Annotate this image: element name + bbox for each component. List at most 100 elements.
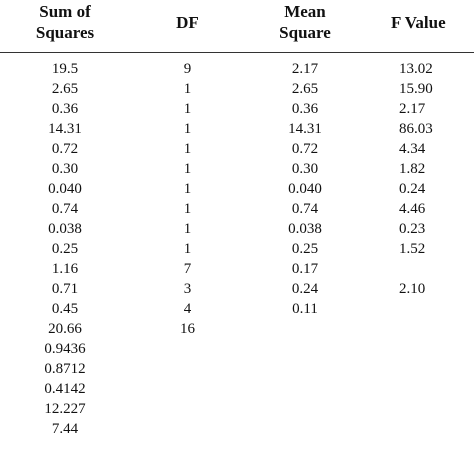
table-row: 0.9436 bbox=[0, 339, 474, 359]
cell-mean-square: 0.040 bbox=[288, 181, 322, 197]
table-row: 1.16 7 0.17 bbox=[0, 259, 474, 279]
cell-sum-of-squares: 20.66 bbox=[48, 321, 82, 337]
cell-df: 4 bbox=[183, 301, 192, 317]
header-mean-square-line2: Square bbox=[279, 23, 331, 42]
cell-df: 1 bbox=[183, 101, 192, 117]
cell-df bbox=[130, 339, 245, 359]
cell-f-value bbox=[365, 399, 474, 419]
cell-df bbox=[130, 419, 245, 439]
cell-sum-of-squares: 0.74 bbox=[51, 201, 79, 217]
cell-mean-square bbox=[245, 319, 365, 339]
cell-sum-of-squares: 14.31 bbox=[48, 121, 82, 137]
cell-sum-of-squares: 0.9436 bbox=[44, 341, 86, 357]
anova-table: Sum of Squares DF Mean Square F Value 19… bbox=[0, 0, 474, 439]
cell-f-value bbox=[365, 339, 474, 359]
cell-f-value: 2.17 bbox=[399, 101, 426, 117]
cell-mean-square: 0.30 bbox=[291, 161, 319, 177]
cell-mean-square bbox=[245, 379, 365, 399]
cell-df: 1 bbox=[183, 121, 192, 137]
header-mean-square: Mean Square bbox=[245, 0, 365, 44]
cell-sum-of-squares: 0.45 bbox=[51, 301, 79, 317]
table-row: 0.8712 bbox=[0, 359, 474, 379]
cell-sum-of-squares: 12.227 bbox=[44, 401, 86, 417]
cell-sum-of-squares: 0.72 bbox=[51, 141, 79, 157]
cell-f-value: 2.10 bbox=[399, 281, 426, 297]
cell-df bbox=[130, 399, 245, 419]
table-header: Sum of Squares DF Mean Square F Value bbox=[0, 0, 474, 53]
table-row: 0.74 1 0.74 4.46 bbox=[0, 199, 474, 219]
header-sum-of-squares-line1: Sum of bbox=[39, 2, 91, 21]
cell-df: 1 bbox=[183, 141, 192, 157]
cell-mean-square: 0.72 bbox=[291, 141, 319, 157]
table-row: 0.25 1 0.25 1.52 bbox=[0, 239, 474, 259]
cell-df: 3 bbox=[183, 281, 192, 297]
cell-mean-square: 0.25 bbox=[291, 241, 319, 257]
cell-mean-square: 0.11 bbox=[292, 301, 318, 317]
table-row: 0.45 4 0.11 bbox=[0, 299, 474, 319]
cell-sum-of-squares: 0.4142 bbox=[44, 381, 86, 397]
cell-df: 1 bbox=[183, 161, 192, 177]
cell-df bbox=[130, 379, 245, 399]
cell-df bbox=[130, 359, 245, 379]
cell-df: 1 bbox=[183, 241, 192, 257]
cell-mean-square: 14.31 bbox=[288, 121, 322, 137]
table-row: 0.71 3 0.24 2.10 bbox=[0, 279, 474, 299]
header-rule bbox=[0, 44, 474, 53]
cell-f-value bbox=[365, 379, 474, 399]
header-sum-of-squares-line2: Squares bbox=[35, 23, 95, 42]
cell-f-value: 4.46 bbox=[399, 201, 426, 217]
cell-sum-of-squares: 19.5 bbox=[51, 61, 79, 77]
cell-f-value: 4.34 bbox=[399, 141, 426, 157]
table-row: 12.227 bbox=[0, 399, 474, 419]
cell-df: 1 bbox=[183, 181, 192, 197]
table-row: 20.66 16 bbox=[0, 319, 474, 339]
cell-sum-of-squares: 7.44 bbox=[51, 421, 79, 437]
cell-mean-square: 0.36 bbox=[291, 101, 319, 117]
cell-f-value bbox=[365, 319, 474, 339]
header-df: DF bbox=[130, 0, 245, 44]
table-row: 7.44 bbox=[0, 419, 474, 439]
cell-mean-square: 0.74 bbox=[291, 201, 319, 217]
header-divider bbox=[0, 44, 474, 53]
cell-mean-square: 2.17 bbox=[291, 61, 319, 77]
cell-f-value bbox=[365, 359, 474, 379]
cell-mean-square bbox=[245, 339, 365, 359]
header-mean-square-line1: Mean bbox=[284, 2, 326, 21]
table-row: 0.4142 bbox=[0, 379, 474, 399]
cell-mean-square: 0.17 bbox=[291, 261, 319, 277]
cell-df: 7 bbox=[183, 261, 192, 277]
cell-sum-of-squares: 0.8712 bbox=[44, 361, 86, 377]
cell-df: 9 bbox=[183, 61, 192, 77]
header-f-value-label: F Value bbox=[391, 12, 446, 32]
cell-mean-square: 0.038 bbox=[288, 221, 322, 237]
cell-f-value: 1.82 bbox=[399, 161, 426, 177]
cell-mean-square bbox=[245, 419, 365, 439]
cell-f-value: 86.03 bbox=[399, 121, 433, 137]
cell-sum-of-squares: 0.040 bbox=[48, 181, 82, 197]
cell-f-value: 0.23 bbox=[399, 221, 426, 237]
cell-mean-square bbox=[245, 359, 365, 379]
cell-f-value: 0.24 bbox=[399, 181, 426, 197]
cell-mean-square: 0.24 bbox=[291, 281, 319, 297]
cell-f-value bbox=[365, 259, 474, 279]
table-row: 14.31 1 14.31 86.03 bbox=[0, 119, 474, 139]
table-row: 2.65 1 2.65 15.90 bbox=[0, 79, 474, 99]
cell-sum-of-squares: 0.25 bbox=[51, 241, 79, 257]
cell-sum-of-squares: 0.038 bbox=[48, 221, 82, 237]
header-df-label: DF bbox=[176, 12, 199, 32]
table-row: 0.038 1 0.038 0.23 bbox=[0, 219, 474, 239]
table-row: 0.36 1 0.36 2.17 bbox=[0, 99, 474, 119]
cell-f-value bbox=[365, 419, 474, 439]
cell-mean-square bbox=[245, 399, 365, 419]
table-row: 0.040 1 0.040 0.24 bbox=[0, 179, 474, 199]
header-f-value: F Value bbox=[365, 0, 474, 44]
table-row: 0.30 1 0.30 1.82 bbox=[0, 159, 474, 179]
cell-f-value bbox=[365, 299, 474, 319]
cell-df: 1 bbox=[183, 221, 192, 237]
table-row: 0.72 1 0.72 4.34 bbox=[0, 139, 474, 159]
table-row: 19.5 9 2.17 13.02 bbox=[0, 53, 474, 80]
cell-sum-of-squares: 0.36 bbox=[51, 101, 79, 117]
cell-df: 1 bbox=[183, 81, 192, 97]
cell-f-value: 13.02 bbox=[399, 61, 433, 77]
